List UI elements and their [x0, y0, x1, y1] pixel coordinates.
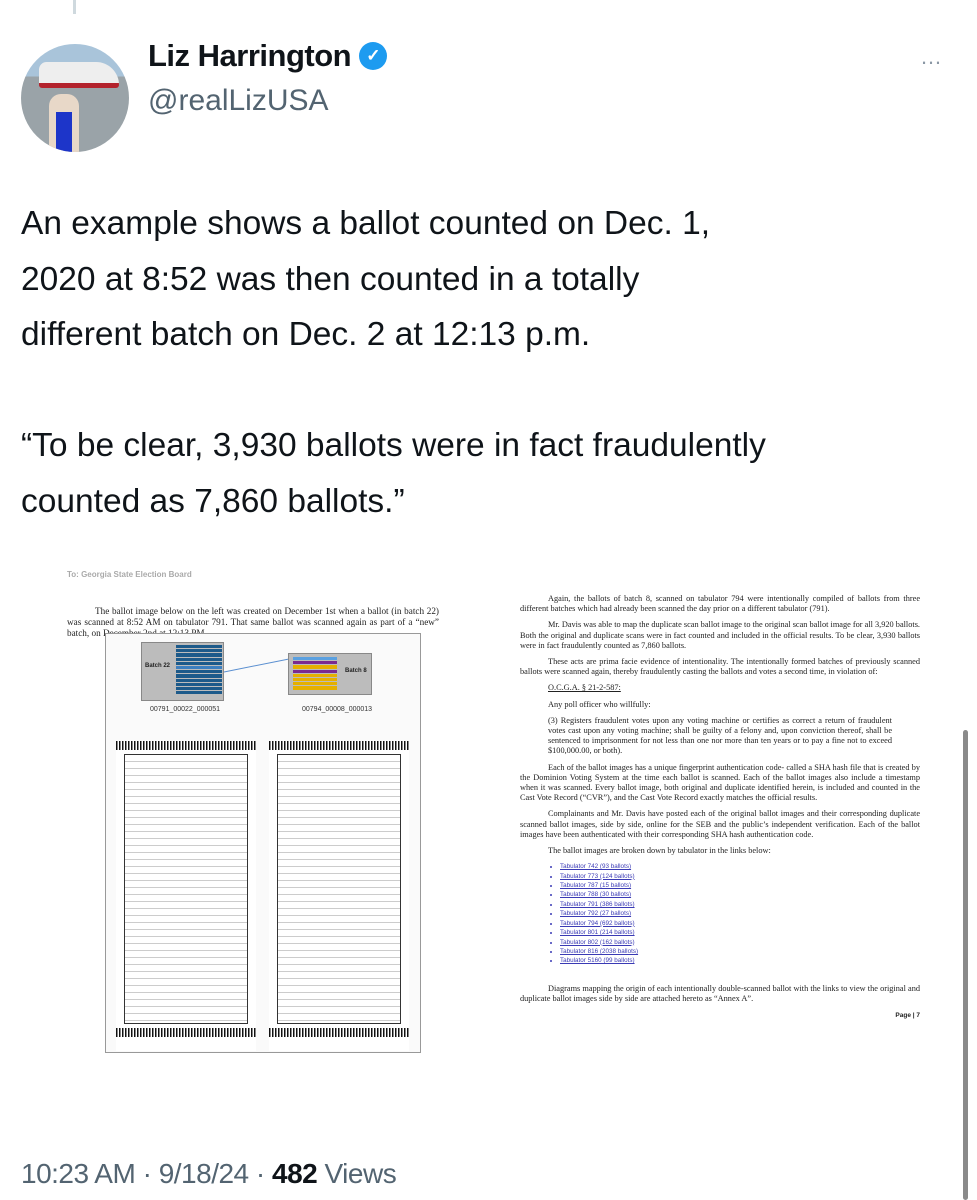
document-paragraph: These acts are prima facie evidence of i…: [520, 657, 920, 677]
document-page-left: To: Georgia State Election Board The bal…: [65, 556, 465, 1116]
thread-connector: [73, 0, 76, 14]
batch-box-duplicate: Batch 8: [288, 653, 372, 695]
avatar-dress: [56, 112, 72, 152]
tweet-time[interactable]: 10:23 AM: [21, 1158, 136, 1189]
attached-image[interactable]: To: Georgia State Election Board The bal…: [20, 556, 958, 1136]
document-paragraph: Complainants and Mr. Davis have posted e…: [520, 809, 920, 839]
tabulator-link: Tabulator 791 (386 ballots): [560, 900, 920, 909]
ballot-image-original: [116, 741, 256, 1051]
document-paragraph: The ballot images are broken down by tab…: [548, 846, 771, 856]
verified-badge-icon: ✓: [359, 42, 388, 70]
avatar[interactable]: [21, 44, 129, 152]
avatar-plane: [39, 62, 119, 88]
scrollbar[interactable]: [963, 730, 968, 1200]
more-options-icon[interactable]: …: [920, 44, 943, 69]
statute-intro: Any poll officer who willfully:: [548, 699, 651, 709]
document-paragraph: Each of the ballot images has a unique f…: [520, 762, 920, 803]
tweet-paragraph: “To be clear, 3,930 ballots were in fact…: [21, 427, 766, 520]
tabulator-link: Tabulator 788 (30 ballots): [560, 890, 920, 899]
batch-label: Batch 22: [145, 663, 171, 669]
tabulator-link: Tabulator 802 (162 ballots): [560, 938, 920, 947]
tabulator-link: Tabulator 792 (27 ballots): [560, 909, 920, 918]
image-code: 00791_00022_000051: [150, 706, 221, 713]
document-paragraph: Again, the ballots of batch 8, scanned o…: [520, 594, 920, 614]
batch-list: [293, 657, 337, 690]
connector-line: [223, 657, 295, 673]
tabulator-link: Tabulator 773 (124 ballots): [560, 872, 920, 881]
statute-text: (3) Registers fraudulent votes upon any …: [548, 715, 892, 756]
image-code: 00794_00008_000013: [302, 706, 373, 713]
author-name-row[interactable]: Liz Harrington ✓: [148, 38, 388, 74]
tweet-meta: 10:23 AM · 9/18/24 · 482 Views: [21, 1158, 397, 1189]
tabulator-link: Tabulator 801 (214 ballots): [560, 928, 920, 937]
ballot-comparison-figure: Batch 22 Batch 8 00791_00022_000051 0079…: [105, 633, 421, 1053]
batch-list: [176, 645, 222, 695]
document-header: To: Georgia State Election Board: [67, 570, 192, 579]
statute-citation: O.C.G.A. § 21-2-587:: [548, 683, 621, 693]
author-handle[interactable]: @realLizUSA: [148, 84, 329, 117]
tabulator-link: Tabulator 742 (93 ballots): [560, 862, 920, 871]
batch-label: Batch 8: [345, 668, 367, 674]
tabulator-links: Tabulator 742 (93 ballots) Tabulator 773…: [560, 862, 920, 965]
page-number: Page | 7: [895, 1012, 920, 1020]
document-paragraph: Mr. Davis was able to map the duplicate …: [520, 620, 920, 650]
tabulator-link: Tabulator 787 (15 ballots): [560, 881, 920, 890]
tabulator-link: Tabulator 794 (692 ballots): [560, 919, 920, 928]
batch-box-original: Batch 22: [141, 642, 224, 701]
ballot-image-duplicate: [269, 741, 409, 1051]
tweet-paragraph: An example shows a ballot counted on Dec…: [21, 205, 711, 353]
tabulator-link: Tabulator 5160 (99 ballots): [560, 956, 920, 965]
views-count: 482: [272, 1158, 318, 1189]
document-page-right: Again, the ballots of batch 8, scanned o…: [520, 556, 920, 1116]
tweet-text: An example shows a ballot counted on Dec…: [21, 196, 961, 585]
tabulator-link: Tabulator 816 (2038 ballots): [560, 947, 920, 956]
tweet-date[interactable]: 9/18/24: [158, 1158, 249, 1189]
document-paragraph: Diagrams mapping the origin of each inte…: [520, 983, 920, 1003]
author-name[interactable]: Liz Harrington: [148, 38, 352, 73]
views-label: Views: [324, 1158, 397, 1189]
